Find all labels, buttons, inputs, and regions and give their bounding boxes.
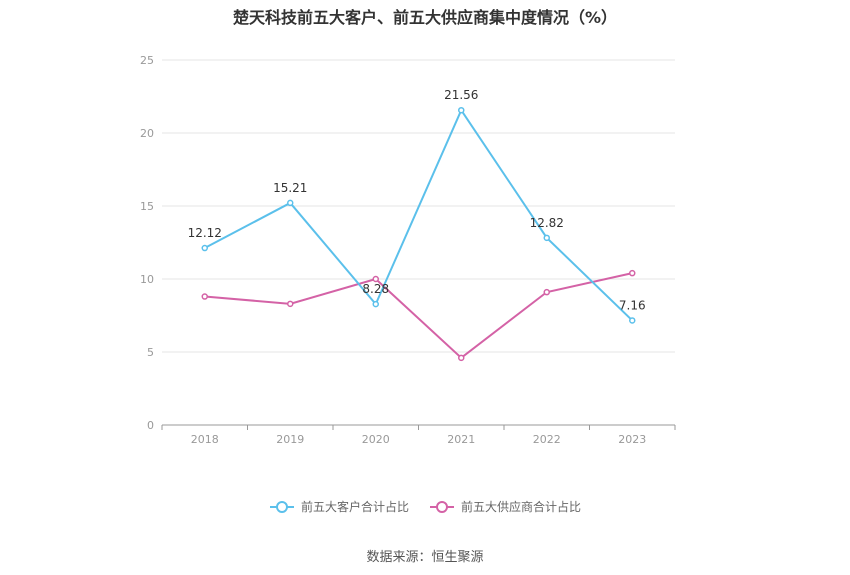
x-tick-label-5: 2023	[618, 433, 646, 446]
series-0-label-2: 8.28	[362, 282, 389, 296]
series-0-point-0	[201, 244, 208, 252]
series-0-label-5: 7.16	[619, 298, 646, 312]
chart-title: 楚天科技前五大客户、前五大供应商集中度情况（%）	[232, 8, 618, 27]
series-0-label-3: 21.56	[444, 88, 478, 102]
chart-legend: 前五大客户合计占比 前五大供应商合计占比	[0, 498, 850, 515]
legend-item-suppliers[interactable]: 前五大供应商合计占比	[429, 498, 581, 515]
series-1-point-3	[458, 354, 465, 362]
series-0-label-1: 15.21	[273, 181, 307, 195]
data-source: 数据来源：恒生聚源	[366, 550, 484, 565]
legend-marker-suppliers	[430, 500, 454, 513]
series-0-point-4	[543, 234, 550, 242]
y-tick-label-4: 20	[140, 127, 154, 140]
x-tick-label-0: 2018	[191, 433, 219, 446]
series-1-point-1	[287, 300, 294, 308]
y-tick-label-3: 15	[140, 200, 154, 213]
legend-label-suppliers: 前五大供应商合计占比	[461, 500, 582, 514]
series-0-label-0: 12.12	[188, 226, 222, 240]
x-tick-label-2: 2020	[362, 433, 390, 446]
x-tick-label-1: 2019	[276, 433, 304, 446]
series-0-label-4: 12.82	[530, 216, 564, 230]
series-0-point-2	[372, 300, 379, 308]
series-0-point-1	[287, 199, 294, 207]
y-tick-label-5: 25	[140, 54, 154, 67]
legend-label-customers: 前五大客户合计占比	[300, 500, 409, 514]
y-tick-label-0: 0	[147, 419, 154, 432]
series-0-point-3	[458, 106, 465, 114]
legend-marker-customers	[269, 500, 294, 513]
series-0-point-5	[629, 317, 636, 324]
x-tick-label-4: 2022	[533, 433, 561, 446]
series-1-point-4	[543, 288, 550, 296]
legend-item-customers[interactable]: 前五大客户合计占比	[269, 498, 409, 515]
y-tick-label-1: 5	[147, 346, 154, 359]
series-line-0	[204, 108, 633, 322]
series-1-point-5	[629, 269, 636, 277]
series-1-point-2	[372, 275, 379, 283]
series-line-1	[204, 272, 633, 360]
y-tick-label-2: 10	[140, 273, 154, 286]
series-1-point-0	[201, 293, 208, 300]
x-tick-label-3: 2021	[447, 433, 475, 446]
